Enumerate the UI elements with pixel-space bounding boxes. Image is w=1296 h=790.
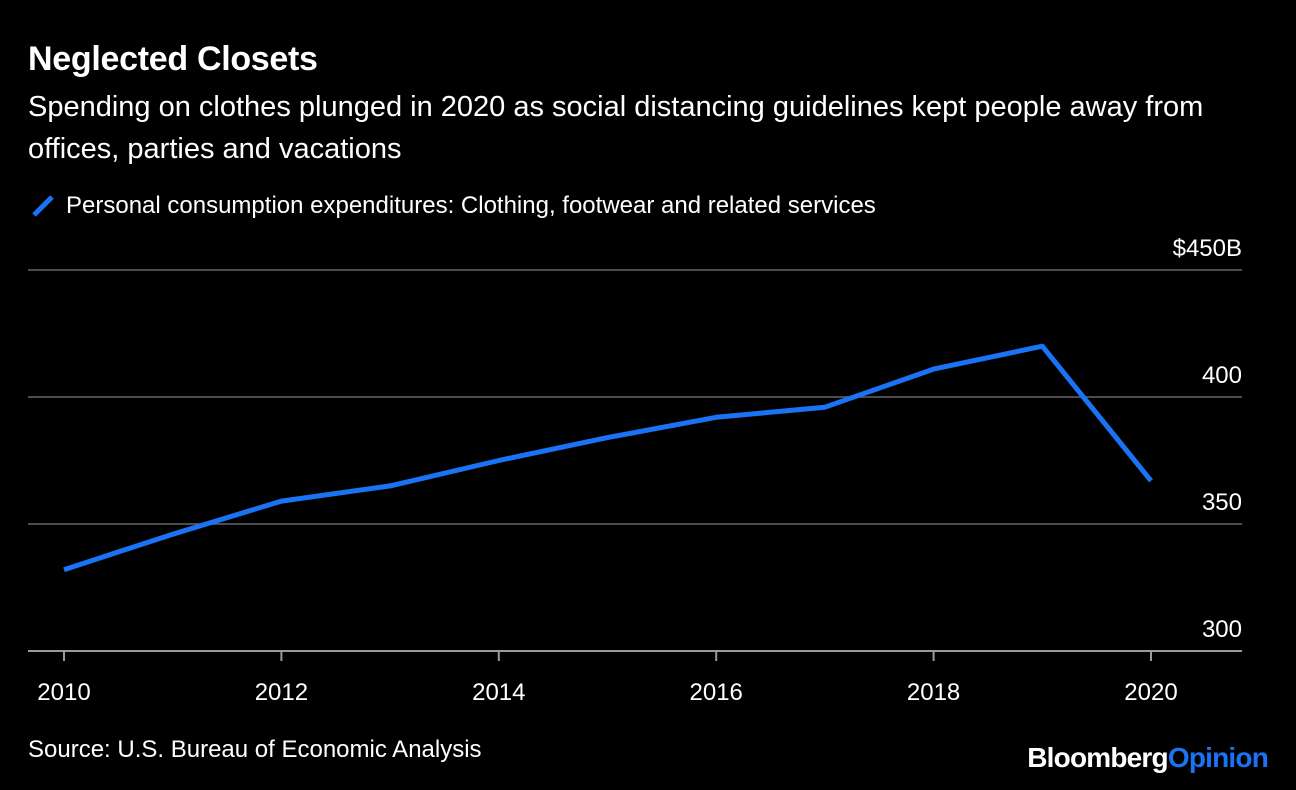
y-tick-label: 350 (1202, 489, 1242, 516)
y-axis-tick-labels: $450B 400 350 300 (1173, 235, 1242, 643)
legend-label: Personal consumption expenditures: Cloth… (66, 192, 876, 219)
y-tick-label: $450B (1173, 235, 1242, 262)
legend-swatch (32, 195, 54, 217)
gridlines (28, 269, 1242, 652)
source-note: Source: U.S. Bureau of Economic Analysis (28, 736, 482, 763)
y-tick-label: 300 (1202, 616, 1242, 643)
x-axis: 2010 2012 2014 2016 2018 2020 (37, 651, 1178, 706)
chart-title: Neglected Closets (28, 40, 318, 78)
x-tick-label: 2012 (255, 679, 308, 706)
chart-subtitle: Spending on clothes plunged in 2020 as s… (28, 91, 1204, 165)
series-layer (63, 343, 1153, 573)
y-tick-label: 400 (1202, 362, 1242, 389)
bloomberg-opinion-logo: BloombergOpinion (1027, 742, 1269, 774)
x-tick-label: 2010 (37, 679, 90, 706)
logo-opinion: Opinion (1167, 742, 1269, 773)
x-tick-label: 2016 (690, 679, 743, 706)
x-tick-label: 2018 (907, 679, 960, 706)
x-tick-label: 2014 (472, 679, 525, 706)
logo-bloomberg: Bloomberg (1027, 742, 1168, 773)
series-line (63, 343, 1153, 573)
x-tick-label: 2020 (1124, 679, 1177, 706)
legend: Personal consumption expenditures: Cloth… (30, 190, 876, 222)
